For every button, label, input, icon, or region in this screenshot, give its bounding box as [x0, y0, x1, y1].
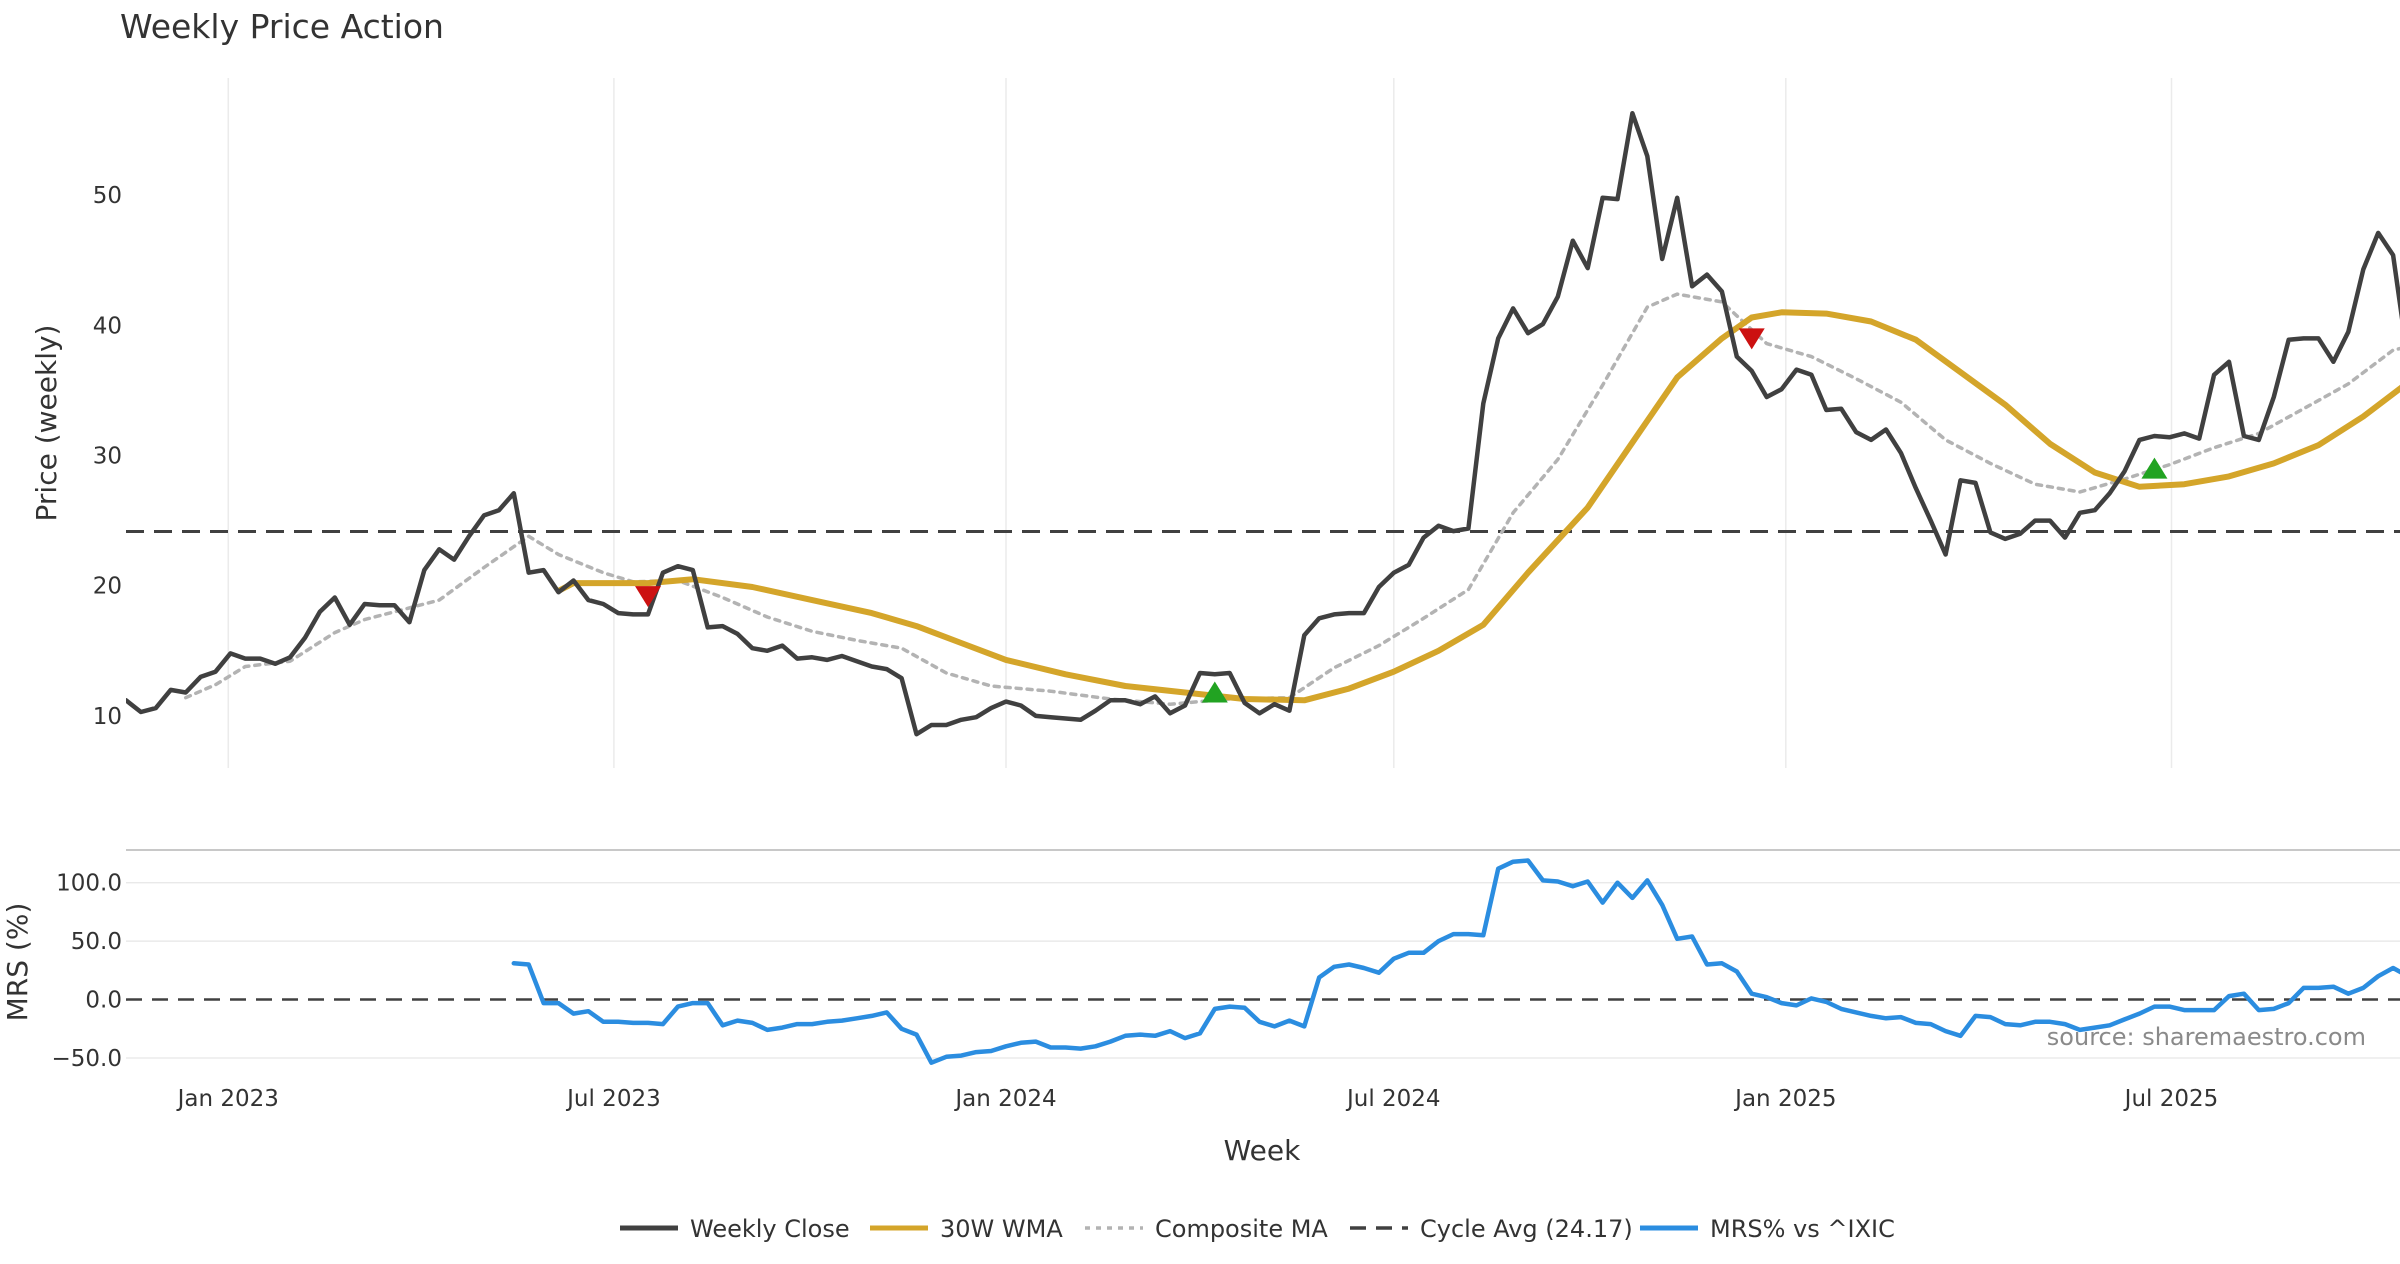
price-axis-title: Price (weekly): [30, 325, 63, 522]
mrs-axis-title: MRS (%): [1, 903, 34, 1022]
x-tick-label: Jul 2025: [2123, 1086, 2219, 1112]
x-tick-label: Jul 2023: [565, 1086, 661, 1112]
x-tick-label: Jul 2024: [1345, 1086, 1441, 1112]
mrs-y-tick-label: 0.0: [85, 988, 122, 1014]
weekly-close-line: [126, 113, 2400, 734]
legend-label: Composite MA: [1155, 1215, 1328, 1243]
chart-legend: Weekly Close 30W WMA Composite MA Cycle Avg…: [620, 1215, 1895, 1243]
x-axis: Jan 2023 Jul 2023 Jan 2024 Jul 2024 Jan 2025…: [176, 1086, 2219, 1112]
x-axis-title: Week: [1224, 1134, 1301, 1167]
chart-title: Weekly Price Action: [120, 7, 444, 46]
price-y-tick-label: 10: [93, 704, 122, 730]
price-series-group: [126, 113, 2400, 734]
x-tick-label: Jan 2023: [176, 1086, 279, 1112]
wma-30w-line: [559, 312, 2400, 700]
mrs-y-tick-label: −50.0: [52, 1046, 122, 1072]
price-y-tick-label: 40: [93, 313, 122, 339]
composite-ma-line: [186, 294, 2400, 704]
signal-markers: [635, 328, 2167, 702]
price-y-tick-label: 50: [93, 183, 122, 209]
sell-signal-marker: [635, 586, 661, 607]
legend-label: Weekly Close: [690, 1215, 850, 1243]
legend-label: MRS% vs ^IXIC: [1710, 1215, 1895, 1243]
price-y-tick-label: 20: [93, 574, 122, 600]
x-tick-label: Jan 2025: [1733, 1086, 1836, 1112]
buy-signal-marker: [2141, 458, 2167, 479]
x-tick-label: Jan 2024: [953, 1086, 1056, 1112]
mrs-y-tick-label: 100.0: [56, 871, 122, 897]
legend-label: Cycle Avg (24.17): [1420, 1215, 1633, 1243]
price-y-tick-label: 30: [93, 444, 122, 470]
source-credit: source: sharemaestro.com: [2047, 1023, 2366, 1051]
price-panel-grid: [228, 78, 2171, 768]
mrs-y-tick-label: 50.0: [71, 929, 122, 955]
price-y-axis: 10 20 30 40 50: [93, 183, 122, 730]
mrs-y-axis: 100.0 50.0 0.0 −50.0: [52, 871, 122, 1072]
legend-label: 30W WMA: [940, 1215, 1063, 1243]
